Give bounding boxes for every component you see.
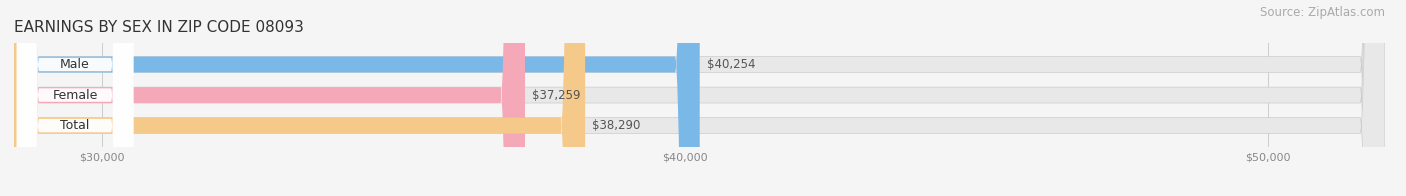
FancyBboxPatch shape [17,0,134,196]
FancyBboxPatch shape [17,0,134,196]
FancyBboxPatch shape [14,0,585,196]
Text: Female: Female [52,89,98,102]
Text: $40,254: $40,254 [707,58,755,71]
FancyBboxPatch shape [14,0,1385,196]
FancyBboxPatch shape [14,0,1385,196]
Text: Male: Male [60,58,90,71]
Text: Total: Total [60,119,90,132]
FancyBboxPatch shape [14,0,524,196]
FancyBboxPatch shape [14,0,1385,196]
Text: EARNINGS BY SEX IN ZIP CODE 08093: EARNINGS BY SEX IN ZIP CODE 08093 [14,20,304,35]
Text: Source: ZipAtlas.com: Source: ZipAtlas.com [1260,6,1385,19]
FancyBboxPatch shape [17,0,134,196]
Text: $38,290: $38,290 [592,119,640,132]
Text: $37,259: $37,259 [531,89,581,102]
FancyBboxPatch shape [14,0,700,196]
